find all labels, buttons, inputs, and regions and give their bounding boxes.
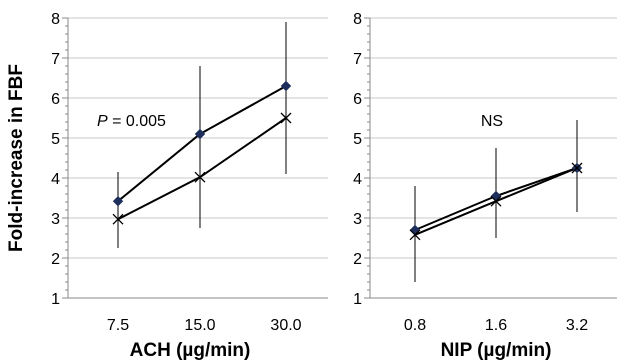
y-tick-label: 1 <box>353 291 362 308</box>
chart-panel-nip: 1 2 3 4 5 6 7 8 0.8 1.6 3.2 NS NIP (µg/min) <box>353 11 617 361</box>
y-tick-label: 2 <box>353 251 362 268</box>
x-tick-label: 1.6 <box>485 317 507 334</box>
y-tick-label: 7 <box>353 51 362 68</box>
chart-panel-ach: 1 2 3 4 5 6 7 8 7.5 15.0 30.0 P = 0.005 ACH (µg/mi… <box>51 11 328 361</box>
annotation-ns: NS <box>481 113 503 130</box>
y-tick-label: 4 <box>51 171 60 188</box>
y-tick-label: 4 <box>353 171 362 188</box>
x-tick-label: 7.5 <box>107 317 129 334</box>
x-marker <box>490 195 502 207</box>
diamond-marker <box>280 80 292 92</box>
x-axis-label-nip: NIP (µg/min) <box>441 340 552 361</box>
x-axis-label-ach: ACH (µg/min) <box>130 340 251 361</box>
x-tick-label: 15.0 <box>184 317 215 334</box>
y-tick-label: 7 <box>51 51 60 68</box>
y-tick-label: 3 <box>353 211 362 228</box>
x-marker <box>112 213 124 225</box>
x-marker <box>409 229 421 241</box>
annotation-p-symbol: P <box>97 113 108 130</box>
diamond-marker <box>112 195 124 207</box>
y-tick-label: 5 <box>353 131 362 148</box>
y-tick-label: 3 <box>51 211 60 228</box>
annotation-ns-text: NS <box>481 113 503 130</box>
x-marker <box>194 171 206 183</box>
y-tick-label: 1 <box>51 291 60 308</box>
y-tick-label: 6 <box>51 91 60 108</box>
y-axis-label: Fold-increase in FBF <box>6 64 27 252</box>
y-tick-label: 5 <box>51 131 60 148</box>
series-line-diamond <box>117 85 287 202</box>
x-tick-label: 0.8 <box>404 317 426 334</box>
annotation-p-value: P = 0.005 <box>97 113 166 130</box>
y-tick-label: 8 <box>353 11 362 28</box>
x-marker <box>280 112 292 124</box>
x-marker <box>571 162 583 174</box>
y-tick-label: 8 <box>51 11 60 28</box>
y-tick-label: 2 <box>51 251 60 268</box>
y-tick-label: 6 <box>353 91 362 108</box>
diamond-marker <box>194 128 206 140</box>
annotation-p-text: = 0.005 <box>108 113 166 130</box>
x-tick-label: 30.0 <box>270 317 301 334</box>
x-tick-label: 3.2 <box>566 317 588 334</box>
